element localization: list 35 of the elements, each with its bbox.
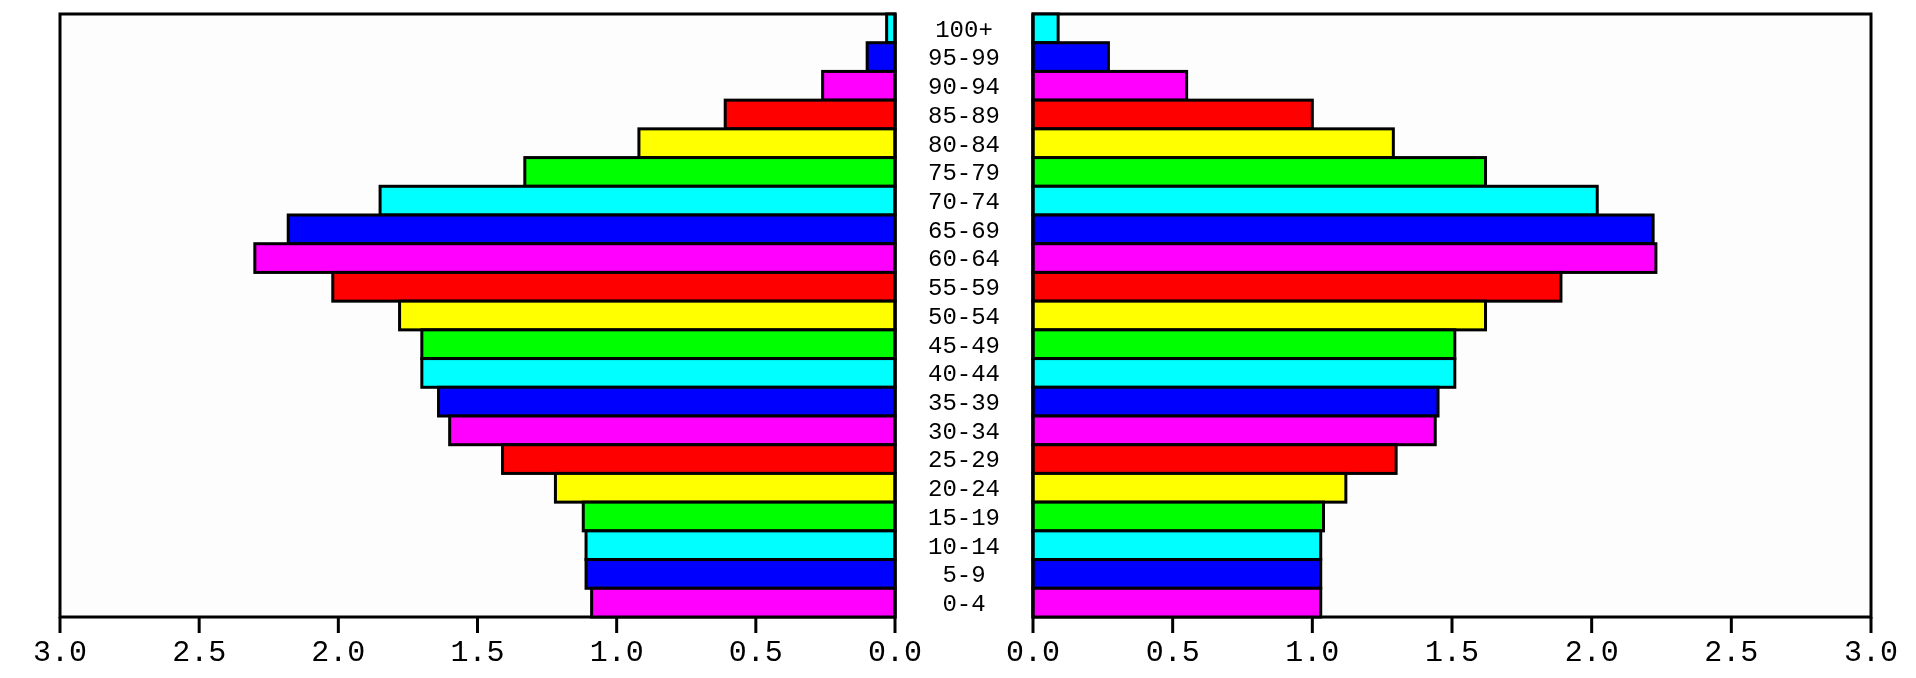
x-tick-label: 2.5 <box>1704 636 1759 670</box>
x-tick-label: 1.0 <box>589 636 644 670</box>
x-tick-label: 2.0 <box>311 636 366 670</box>
y-tick-label: 55-59 <box>927 275 1001 303</box>
x-tick-label: 0.5 <box>728 636 783 670</box>
x-tick-label: 3.0 <box>1843 636 1899 670</box>
x-tick-label: 1.5 <box>1424 636 1480 670</box>
y-tick-label: 25-29 <box>927 447 1001 475</box>
x-tick-label: 2.5 <box>172 636 227 670</box>
y-tick-label: 45-49 <box>927 332 1001 360</box>
x-tick-label: 0.5 <box>1145 636 1200 670</box>
x-tick-label: 0.0 <box>1005 636 1061 670</box>
x-tick-label: 1.5 <box>450 636 505 670</box>
y-tick-label: 5-9 <box>942 562 986 590</box>
y-tick-label: 30-34 <box>927 418 1001 446</box>
x-tick-label: 1.0 <box>1285 636 1340 670</box>
y-tick-label: 35-39 <box>927 390 1001 418</box>
y-tick-label: 65-69 <box>927 217 1001 245</box>
y-tick-label: 90-94 <box>927 74 1001 102</box>
y-tick-label: 20-24 <box>927 476 1001 504</box>
y-tick-label: 40-44 <box>927 361 1001 389</box>
y-tick-label: 100+ <box>935 16 993 44</box>
y-tick-label: 50-54 <box>927 303 1001 331</box>
x-tick-label: 3.0 <box>32 636 88 670</box>
y-tick-label: 80-84 <box>927 131 1001 159</box>
y-tick-label: 95-99 <box>927 45 1001 73</box>
x-tick-label: 0.0 <box>867 636 923 670</box>
y-tick-label: 0-4 <box>942 591 986 619</box>
y-tick-label: 70-74 <box>927 189 1001 217</box>
x-tick-label: 2.0 <box>1564 636 1619 670</box>
y-tick-label: 60-64 <box>927 246 1001 274</box>
y-tick-label: 85-89 <box>927 102 1001 130</box>
y-tick-label: 10-14 <box>927 533 1001 561</box>
y-tick-label: 15-19 <box>927 504 1001 532</box>
y-tick-label: 75-79 <box>927 160 1001 188</box>
